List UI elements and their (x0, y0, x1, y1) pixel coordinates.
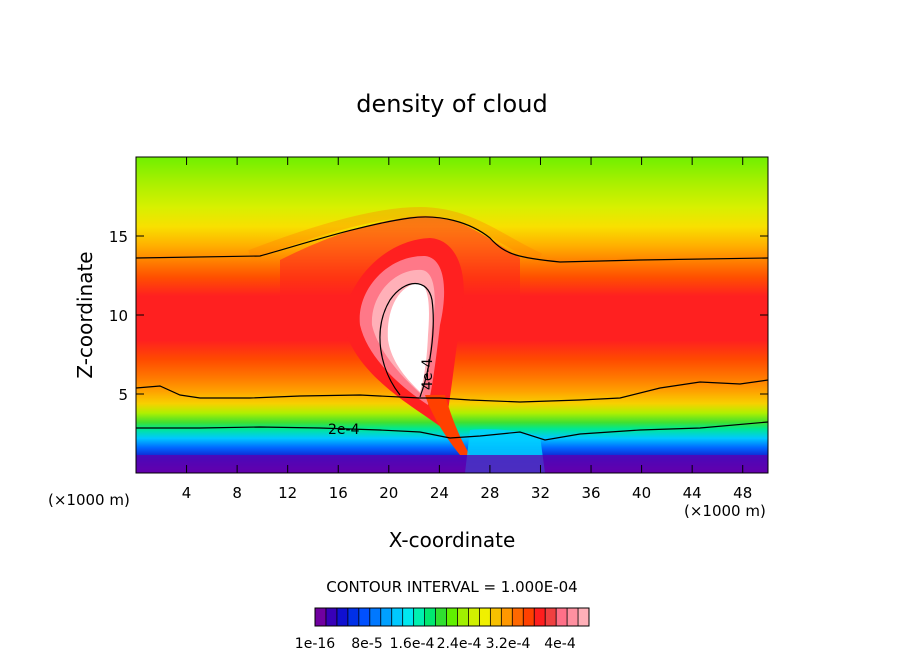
x-tick-label: 44 (683, 484, 702, 502)
chart-title: density of cloud (356, 90, 547, 118)
colorbar-swatch (567, 608, 579, 626)
colorbar-swatch (391, 608, 403, 626)
contour-core (379, 283, 434, 398)
x-axis: 4 8 12 16 20 24 28 32 36 40 44 48 (182, 157, 752, 502)
colorbar-label: 3.2e-4 (486, 636, 531, 652)
colorbar-labels: 1e-16 8e-5 1.6e-4 2.4e-4 3.2e-4 4e-4 (295, 636, 576, 652)
y-tick-label: 5 (118, 386, 128, 404)
colorbar (314, 607, 590, 627)
updraft-stem (425, 395, 470, 455)
colorbar-swatch (512, 608, 524, 626)
density-field (136, 157, 768, 473)
x-tick-label: 40 (632, 484, 651, 502)
colorbar-swatch (501, 608, 513, 626)
x-tick-label: 4 (182, 484, 192, 502)
colorbar-swatch (336, 608, 349, 626)
colorbar-swatch (325, 608, 338, 626)
contour-upper (136, 216, 768, 263)
x-tick-label: 32 (531, 484, 550, 502)
colorbar-swatch (435, 608, 447, 626)
surface-band (136, 455, 768, 473)
x-tick-label: 28 (480, 484, 499, 502)
colorbar-swatch (457, 608, 469, 626)
x-tick-label: 36 (581, 484, 600, 502)
colorbar-swatch (479, 608, 491, 626)
colorbar-swatch (380, 608, 393, 626)
colorbar-swatch (402, 608, 414, 626)
contour-mid (136, 379, 768, 403)
colorbar-swatch (578, 608, 590, 626)
x-axis-label: X-coordinate (389, 528, 516, 552)
colorbar-label: 2.4e-4 (437, 636, 482, 652)
colorbar-swatch (534, 608, 546, 626)
contour-2e-4 (136, 421, 768, 441)
x-unit-label-right: (×1000 m) (684, 502, 766, 520)
contour-label: 2e-4 (328, 422, 360, 438)
colorbar-swatch (545, 608, 557, 626)
x-tick-label: 12 (278, 484, 297, 502)
colorbar-swatch (413, 608, 425, 626)
colorbar-swatch (446, 608, 458, 626)
colorbar-swatch (490, 608, 502, 626)
x-tick-label: 48 (733, 484, 752, 502)
colorbar-swatch (315, 608, 327, 626)
y-tick-label: 15 (109, 228, 128, 246)
colorbar-label: 8e-5 (351, 636, 382, 652)
colorbar-swatch (424, 608, 436, 626)
colorbar-swatch (556, 608, 568, 626)
contour-interval: CONTOUR INTERVAL = 1.000E-04 (326, 578, 577, 596)
x-tick-label: 24 (430, 484, 449, 502)
x-tick-label: 20 (379, 484, 398, 502)
y-axis: 5 10 15 (109, 228, 768, 404)
colorbar-swatch (468, 608, 480, 626)
x-tick-label: 16 (329, 484, 348, 502)
contour-lines (136, 216, 768, 441)
y-axis-label: Z-coordinate (73, 251, 97, 378)
colorbar-swatch (523, 608, 535, 626)
contour-label: 4e-4 (420, 358, 436, 390)
colorbar-swatch (358, 608, 371, 626)
colorbar-label: 1.6e-4 (390, 636, 435, 652)
x-tick-label: 8 (232, 484, 242, 502)
colorbar-swatch (369, 608, 382, 626)
x-unit-label-left: (×1000 m) (48, 491, 130, 509)
colorbar-label: 4e-4 (544, 636, 576, 652)
colorbar-swatch (347, 608, 360, 626)
upper-bulge-outer (248, 206, 543, 263)
colorbar-frame (314, 607, 590, 627)
colorbar-label: 1e-16 (295, 636, 335, 652)
core-max (387, 283, 429, 392)
y-tick-label: 10 (109, 307, 128, 325)
contour-labels: 2e-4 4e-4 (328, 358, 436, 438)
